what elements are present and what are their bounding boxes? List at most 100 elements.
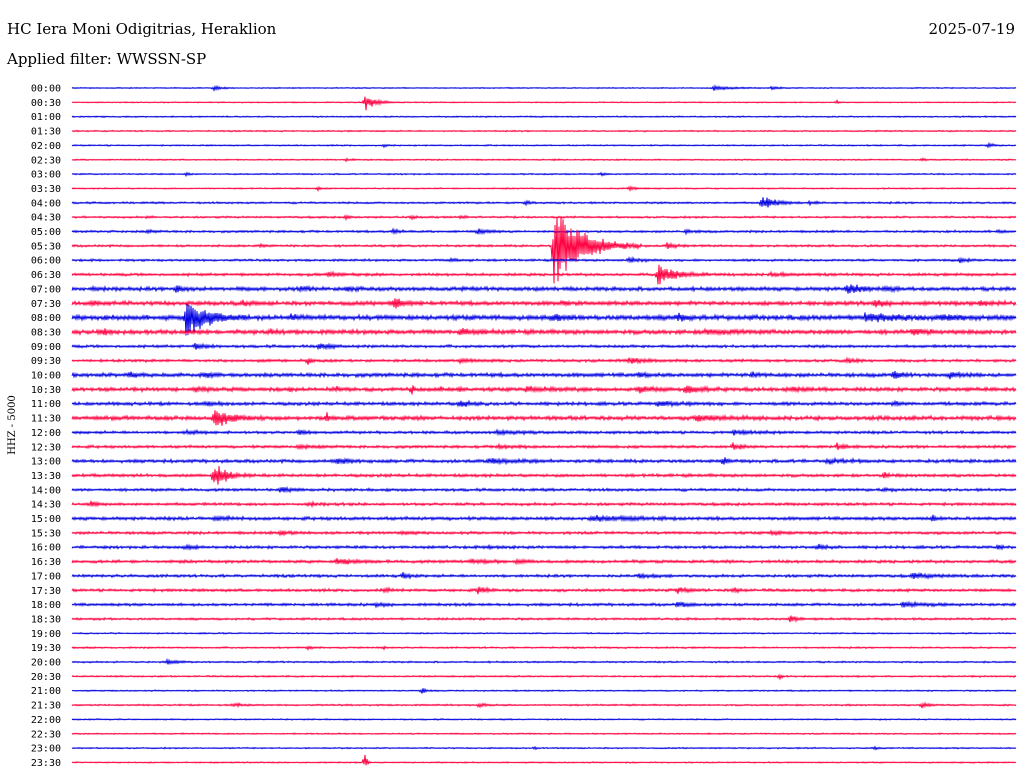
trace-group <box>71 84 1017 766</box>
time-tick-label: 01:00 <box>31 112 61 123</box>
trace-line <box>71 428 1017 437</box>
trace-line <box>71 115 1017 119</box>
trace-line <box>71 255 1017 264</box>
trace-line <box>71 171 1017 178</box>
trace-line <box>71 631 1017 635</box>
time-tick-label: 01:30 <box>31 127 61 138</box>
time-tick-label: 21:00 <box>31 686 61 697</box>
trace-line <box>71 264 1017 285</box>
trace-line <box>71 157 1017 163</box>
time-tick-label: 10:00 <box>31 371 61 382</box>
trace-line <box>71 298 1017 309</box>
trace-line <box>71 657 1017 666</box>
time-tick-label: 02:30 <box>31 155 61 166</box>
trace-line <box>71 96 1017 111</box>
trace-line <box>71 514 1017 523</box>
trace-line <box>71 745 1017 751</box>
trace-line <box>71 557 1017 566</box>
trace-line <box>71 284 1017 294</box>
trace-line <box>71 645 1017 651</box>
trace-line <box>71 717 1017 721</box>
time-tick-label: 05:00 <box>31 227 61 238</box>
time-tick-label: 04:00 <box>31 198 61 209</box>
trace-line <box>71 185 1017 193</box>
station-title: HC Iera Moni Odigitrias, Heraklion <box>7 20 277 38</box>
time-tick-label: 10:30 <box>31 385 61 396</box>
trace-line <box>71 342 1017 351</box>
trace-line <box>71 84 1017 92</box>
time-tick-label: 16:30 <box>31 557 61 568</box>
trace-line <box>71 615 1017 624</box>
time-tick-label: 23:00 <box>31 744 61 755</box>
trace-line <box>71 585 1017 595</box>
trace-line <box>71 370 1017 380</box>
time-tick-label: 00:00 <box>31 84 61 95</box>
time-tick-label: 06:00 <box>31 256 61 267</box>
trace-line <box>71 327 1017 337</box>
time-tick-label: 22:00 <box>31 715 61 726</box>
time-tick-label: 14:30 <box>31 500 61 511</box>
trace-line <box>71 141 1017 149</box>
trace-line <box>71 214 1017 222</box>
time-tick-label: 22:30 <box>31 729 61 740</box>
time-tick-label: 00:30 <box>31 98 61 109</box>
time-tick-label: 08:30 <box>31 327 61 338</box>
trace-line <box>71 543 1017 551</box>
trace-line <box>71 673 1017 681</box>
trace-line <box>71 701 1017 709</box>
time-tick-label: 20:30 <box>31 672 61 683</box>
time-tick-label: 12:00 <box>31 428 61 439</box>
time-tick-label: 18:00 <box>31 600 61 611</box>
trace-line <box>71 600 1017 609</box>
time-tick-label: 11:00 <box>31 399 61 410</box>
time-tick-label: 17:30 <box>31 586 61 597</box>
trace-line <box>71 399 1017 409</box>
trace-line <box>71 384 1017 395</box>
trace-line <box>71 456 1017 466</box>
trace-line <box>71 410 1017 426</box>
time-tick-label: 17:00 <box>31 571 61 582</box>
time-tick-label: 15:30 <box>31 528 61 539</box>
time-tick-label: 15:00 <box>31 514 61 525</box>
time-tick-label: 21:30 <box>31 701 61 712</box>
time-tick-label: 16:00 <box>31 543 61 554</box>
time-tick-label: 03:00 <box>31 170 61 181</box>
trace-line <box>71 529 1017 537</box>
trace-line <box>71 216 1017 284</box>
time-tick-label: 12:30 <box>31 442 61 453</box>
time-tick-label: 02:00 <box>31 141 61 152</box>
trace-line <box>71 571 1017 580</box>
trace-line <box>71 485 1017 494</box>
time-tick-label: 19:00 <box>31 629 61 640</box>
time-tick-label: 20:00 <box>31 658 61 669</box>
time-tick-label: 09:00 <box>31 342 61 353</box>
trace-line <box>71 303 1017 336</box>
time-tick-label: 09:30 <box>31 356 61 367</box>
time-tick-label: 07:00 <box>31 284 61 295</box>
trace-line <box>71 356 1017 365</box>
trace-line <box>71 500 1017 509</box>
time-tick-label: 03:30 <box>31 184 61 195</box>
time-tick-label: 06:30 <box>31 270 61 281</box>
time-tick-label: 23:30 <box>31 758 61 769</box>
tick-label-group: 00:00 00:30 01:00 01:30 02:00 02:30 03:00 03:30… <box>31 84 61 769</box>
trace-line <box>71 732 1017 736</box>
trace-line <box>71 227 1017 236</box>
trace-line <box>71 687 1017 694</box>
trace-line <box>71 129 1017 133</box>
time-tick-label: 18:30 <box>31 614 61 625</box>
time-tick-label: 05:30 <box>31 241 61 252</box>
time-tick-label: 08:00 <box>31 313 61 324</box>
trace-line <box>71 754 1017 766</box>
date-label: 2025-07-19 <box>928 20 1015 38</box>
time-tick-label: 19:30 <box>31 643 61 654</box>
time-tick-label: 04:30 <box>31 213 61 224</box>
time-tick-label: 11:30 <box>31 414 61 425</box>
trace-line <box>71 465 1017 485</box>
trace-line <box>71 442 1017 451</box>
time-tick-label: 13:30 <box>31 471 61 482</box>
time-tick-label: 13:00 <box>31 457 61 468</box>
trace-line <box>71 197 1017 208</box>
time-tick-label: 07:30 <box>31 299 61 310</box>
